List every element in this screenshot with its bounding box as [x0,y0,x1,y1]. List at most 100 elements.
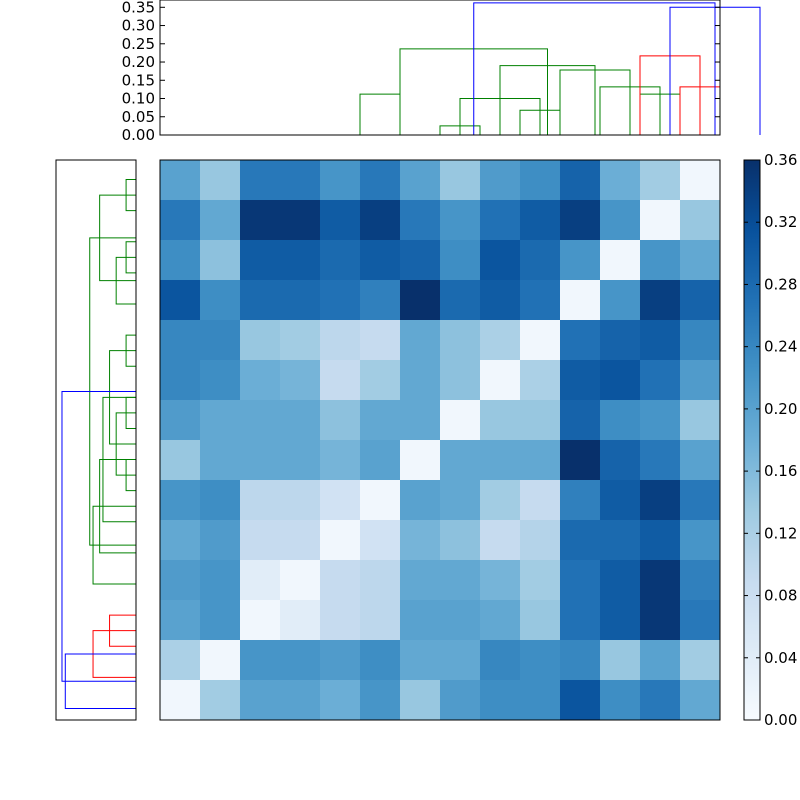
heatmap-cell [640,200,681,241]
heatmap-cell [160,480,201,521]
heatmap-cell [480,240,521,281]
heatmap-cell [400,200,441,241]
heatmap-cell [240,640,281,681]
heatmap-cell [200,640,241,681]
heatmap-cell [600,280,641,321]
heatmap-cell [560,400,601,441]
heatmap-cell [200,360,241,401]
heatmap-cell [240,600,281,641]
heatmap-cell [680,280,721,321]
top-dendrogram-y-tick-label: 0.25 [122,35,155,53]
heatmap-cell [240,520,281,561]
heatmap-cell [680,520,721,561]
heatmap-cell [560,440,601,481]
heatmap-cell [160,600,201,641]
top-dendrogram-y-ticks: 0.000.050.100.150.200.250.300.35 [122,0,720,144]
heatmap-cell [480,440,521,481]
heatmap-cell [280,480,321,521]
heatmap-cell [480,320,521,361]
heatmap-cell [520,160,561,201]
heatmap-cell [560,520,601,561]
heatmap-cell [320,240,361,281]
colorbar-tick-label: 0.04 [764,649,797,667]
heatmap-cell [600,160,641,201]
heatmap-cell [320,280,361,321]
heatmap-cell [400,240,441,281]
heatmap-cell [640,240,681,281]
heatmap-cell [240,200,281,241]
heatmap-cell [600,320,641,361]
heatmap-cell [560,240,601,281]
heatmap-cell [600,440,641,481]
heatmap-cell [480,680,521,721]
heatmap-cell [240,480,281,521]
heatmap-cell [480,480,521,521]
heatmap-cell [320,600,361,641]
top-dendrogram-y-tick-label: 0.30 [122,17,155,35]
heatmap-cell [280,240,321,281]
heatmap-cell [640,600,681,641]
heatmap-cell [480,400,521,441]
left-dendrogram-link [61,391,136,682]
heatmap-cell [640,360,681,401]
heatmap-cell [480,640,521,681]
top-dendrogram-y-tick-label: 0.05 [122,108,155,126]
colorbar-tick-label: 0.32 [764,213,797,231]
heatmap-cell [640,320,681,361]
left-dendrogram [55,159,137,721]
heatmap-cell [600,400,641,441]
heatmap-cell [600,680,641,721]
heatmap-cell [480,280,521,321]
colorbar-tick-label: 0.24 [764,338,797,356]
heatmap-cell [400,320,441,361]
heatmap-cell [360,440,401,481]
heatmap-cell [480,160,521,201]
heatmap-frame [159,159,721,721]
heatmap-cell [520,440,561,481]
heatmap-cell [400,640,441,681]
heatmap-cell [160,400,201,441]
heatmap-cell [560,480,601,521]
heatmap-cell [200,440,241,481]
heatmap-cell [560,600,601,641]
left-dendrogram-links [61,179,136,709]
heatmap-cell [560,560,601,601]
heatmap-cell [360,600,401,641]
left-dendrogram-frame [55,159,137,721]
heatmap-cell [160,440,201,481]
colorbar-tick-label: 0.00 [764,711,797,729]
heatmap-cell [440,560,481,601]
colorbar-scale [744,160,760,720]
colorbar-tick-label: 0.12 [764,524,797,542]
colorbar-tick-label: 0.16 [764,462,797,480]
top-dendrogram-link [359,93,401,135]
heatmap-cell [160,680,201,721]
heatmap-cell [560,320,601,361]
heatmap-cell [520,320,561,361]
colorbar-tick-label: 0.28 [764,275,797,293]
heatmap-cell [240,560,281,601]
heatmap-cell [440,480,481,521]
heatmap-cell [280,280,321,321]
heatmap-cell [560,280,601,321]
heatmap-cell [640,400,681,441]
heatmap-cell [560,160,601,201]
heatmap-cell [680,560,721,601]
top-dendrogram: 0.000.050.100.150.200.250.300.35 [122,0,761,144]
heatmap-cell [680,440,721,481]
heatmap-cell [160,160,201,201]
colorbar: 0.00 0.04 0.08 0.12 0.16 0.20 0.24 0.28 0.32 0.36 [743,151,797,729]
heatmap-cell [440,640,481,681]
heatmap-cell [280,600,321,641]
heatmap-cell [200,560,241,601]
heatmap-cell [160,200,201,241]
heatmap-cell [400,280,441,321]
heatmap-cell [280,360,321,401]
colorbar-tick-label: 0.20 [764,400,797,418]
heatmap-cell [680,160,721,201]
heatmap-cell [160,360,201,401]
heatmap-cell [320,200,361,241]
heatmap-cell [200,520,241,561]
heatmap-cell [240,320,281,361]
heatmap-cell [360,240,401,281]
